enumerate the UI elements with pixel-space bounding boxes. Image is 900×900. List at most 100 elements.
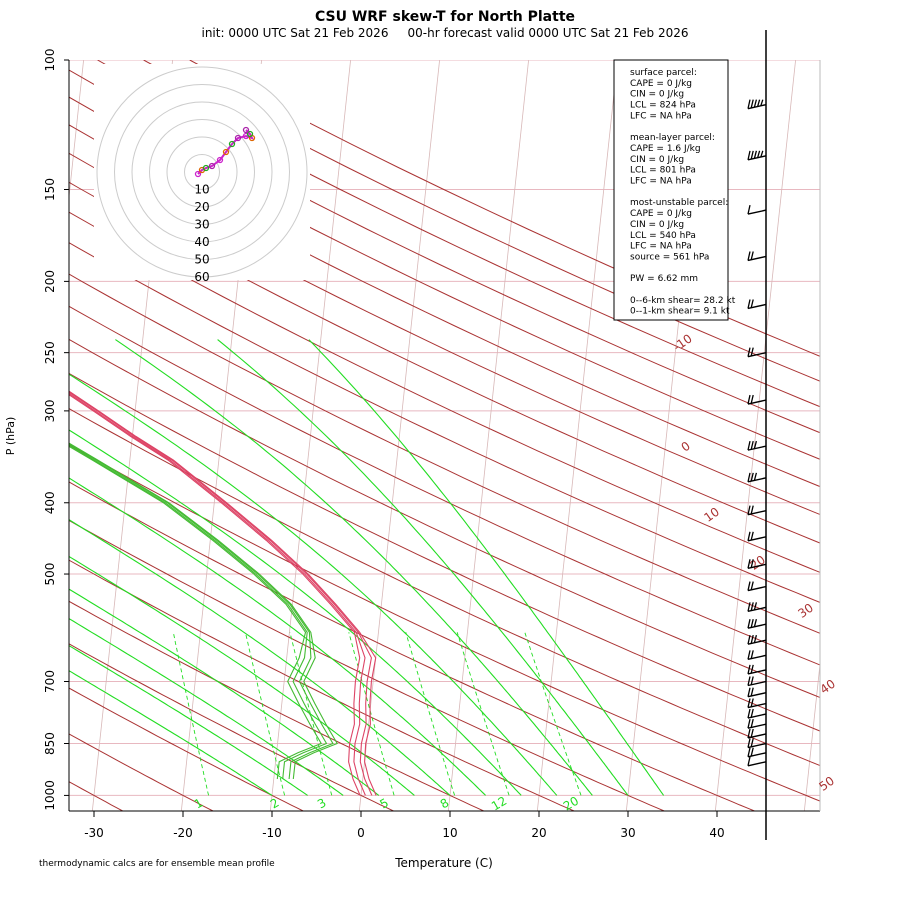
wind-barb — [747, 347, 767, 358]
temperature-trace — [69, 391, 373, 796]
wind-barb — [747, 747, 767, 758]
chart-title: CSU WRF skew-T for North Platte — [315, 9, 575, 25]
mixing-ratio-line — [172, 632, 210, 796]
hodograph-point — [222, 148, 230, 156]
dry-adiabat — [69, 211, 820, 573]
x-tick-label: 0 — [357, 826, 365, 840]
moist-adiabat — [69, 373, 558, 796]
wind-barb — [747, 150, 767, 161]
wind-barb — [747, 756, 767, 767]
hodograph-point — [242, 126, 250, 134]
mixing-ratio-label: 20 — [561, 794, 581, 814]
y-tick-label: 200 — [43, 270, 57, 293]
dry-adiabat — [69, 519, 665, 811]
dewpoint-trace — [69, 443, 334, 780]
hodograph-ring-label: 20 — [194, 200, 209, 214]
moist-adiabat — [115, 339, 593, 796]
dry-adiabat — [69, 273, 820, 634]
dry-adiabat — [69, 600, 484, 811]
wind-barb — [747, 602, 767, 613]
temperature-trace — [69, 392, 366, 796]
isotherm-label: 0 — [679, 439, 693, 455]
wind-barb — [747, 251, 767, 262]
x-tick-label: 20 — [531, 826, 546, 840]
parcel-info-line: most-unstable parcel: — [630, 198, 728, 208]
parcel-info-line: CIN = 0 J/kg — [630, 155, 684, 165]
wind-barb — [747, 99, 767, 110]
hodograph-ring — [114, 84, 290, 260]
x-tick-label: 30 — [620, 826, 635, 840]
dry-adiabat — [69, 69, 820, 434]
hodograph-ring — [96, 66, 308, 278]
hodograph-ring-label: 60 — [194, 270, 209, 284]
parcel-info-box — [613, 59, 729, 321]
dry-adiabat — [69, 124, 820, 488]
dry-adiabat — [69, 559, 575, 811]
parcel-info-line: LCL = 824 hPa — [630, 101, 696, 111]
hodograph-ring-label: 50 — [194, 253, 209, 267]
mixing-ratio-line — [244, 632, 286, 796]
isotherm-line — [893, 60, 900, 811]
wind-barb — [747, 440, 767, 451]
dry-adiabat — [143, 60, 820, 382]
wind-barb — [747, 687, 767, 698]
parcel-info-line: LCL = 801 hPa — [630, 166, 696, 176]
moist-adiabat — [217, 339, 629, 796]
wind-barb — [747, 505, 767, 516]
x-axis-label: Temperature (C) — [394, 856, 493, 870]
parcel-info-line: CAPE = 1.6 J/kg — [630, 144, 701, 154]
dry-adiabat — [69, 372, 820, 732]
hodograph-point — [246, 130, 254, 138]
hodograph-trace — [197, 129, 254, 175]
x-tick-label: -30 — [84, 826, 104, 840]
chart-subtitle: init: 0000 UTC Sat 21 Feb 2026 00-hr for… — [201, 26, 688, 40]
y-tick-label: 100 — [43, 49, 57, 72]
y-tick-label: 300 — [43, 399, 57, 422]
moist-adiabat — [69, 617, 344, 796]
isotherm-label: 40 — [817, 677, 838, 697]
mixing-ratio-line — [524, 632, 582, 796]
wind-barb — [747, 634, 767, 645]
moist-adiabat — [69, 429, 522, 796]
hodograph-point — [216, 156, 224, 164]
parcel-info-line: surface parcel: — [630, 68, 697, 78]
mixing-ratio-line — [405, 632, 456, 796]
wind-barb — [747, 728, 767, 739]
y-tick-label: 250 — [43, 341, 57, 364]
isotherm-label: 30 — [795, 601, 816, 621]
parcel-info-line: CAPE = 0 J/kg — [630, 79, 692, 89]
mixing-ratio-label: 1 — [192, 796, 206, 812]
hodograph-point — [202, 164, 210, 172]
y-axis-label: P (hPa) — [4, 417, 17, 456]
moist-adiabat — [308, 339, 665, 796]
dry-adiabat — [69, 96, 820, 460]
dry-adiabat — [69, 444, 820, 802]
hodograph-ring — [149, 119, 255, 225]
temperature-trace — [69, 394, 361, 796]
parcel-info-line: 0--6-km shear= 28.2 kt — [630, 296, 736, 306]
dry-adiabat — [69, 242, 820, 603]
dry-adiabat — [69, 338, 820, 699]
parcel-info-line: CIN = 0 J/kg — [630, 220, 684, 230]
wind-barb — [747, 664, 767, 675]
hodograph-point — [194, 170, 202, 178]
y-tick-label: 1000 — [43, 780, 57, 811]
hodograph-point — [228, 140, 236, 148]
wind-barb — [747, 394, 767, 405]
dry-adiabat — [69, 733, 214, 811]
wind-barb — [747, 472, 767, 483]
parcel-info-line: source = 561 hPa — [630, 252, 709, 262]
wind-barb — [747, 738, 767, 749]
wind-barb — [747, 619, 767, 629]
dry-adiabat — [97, 60, 820, 408]
moist-adiabat — [69, 588, 380, 796]
parcel-info-line: LFC = NA hPa — [630, 242, 692, 252]
hodograph-ring-label: 30 — [194, 218, 209, 232]
dry-adiabat — [69, 305, 820, 666]
wind-barb — [747, 676, 767, 687]
moist-adiabat — [69, 645, 308, 796]
dry-adiabat — [69, 481, 755, 811]
parcel-info-line: PW = 6.62 mm — [630, 274, 698, 284]
